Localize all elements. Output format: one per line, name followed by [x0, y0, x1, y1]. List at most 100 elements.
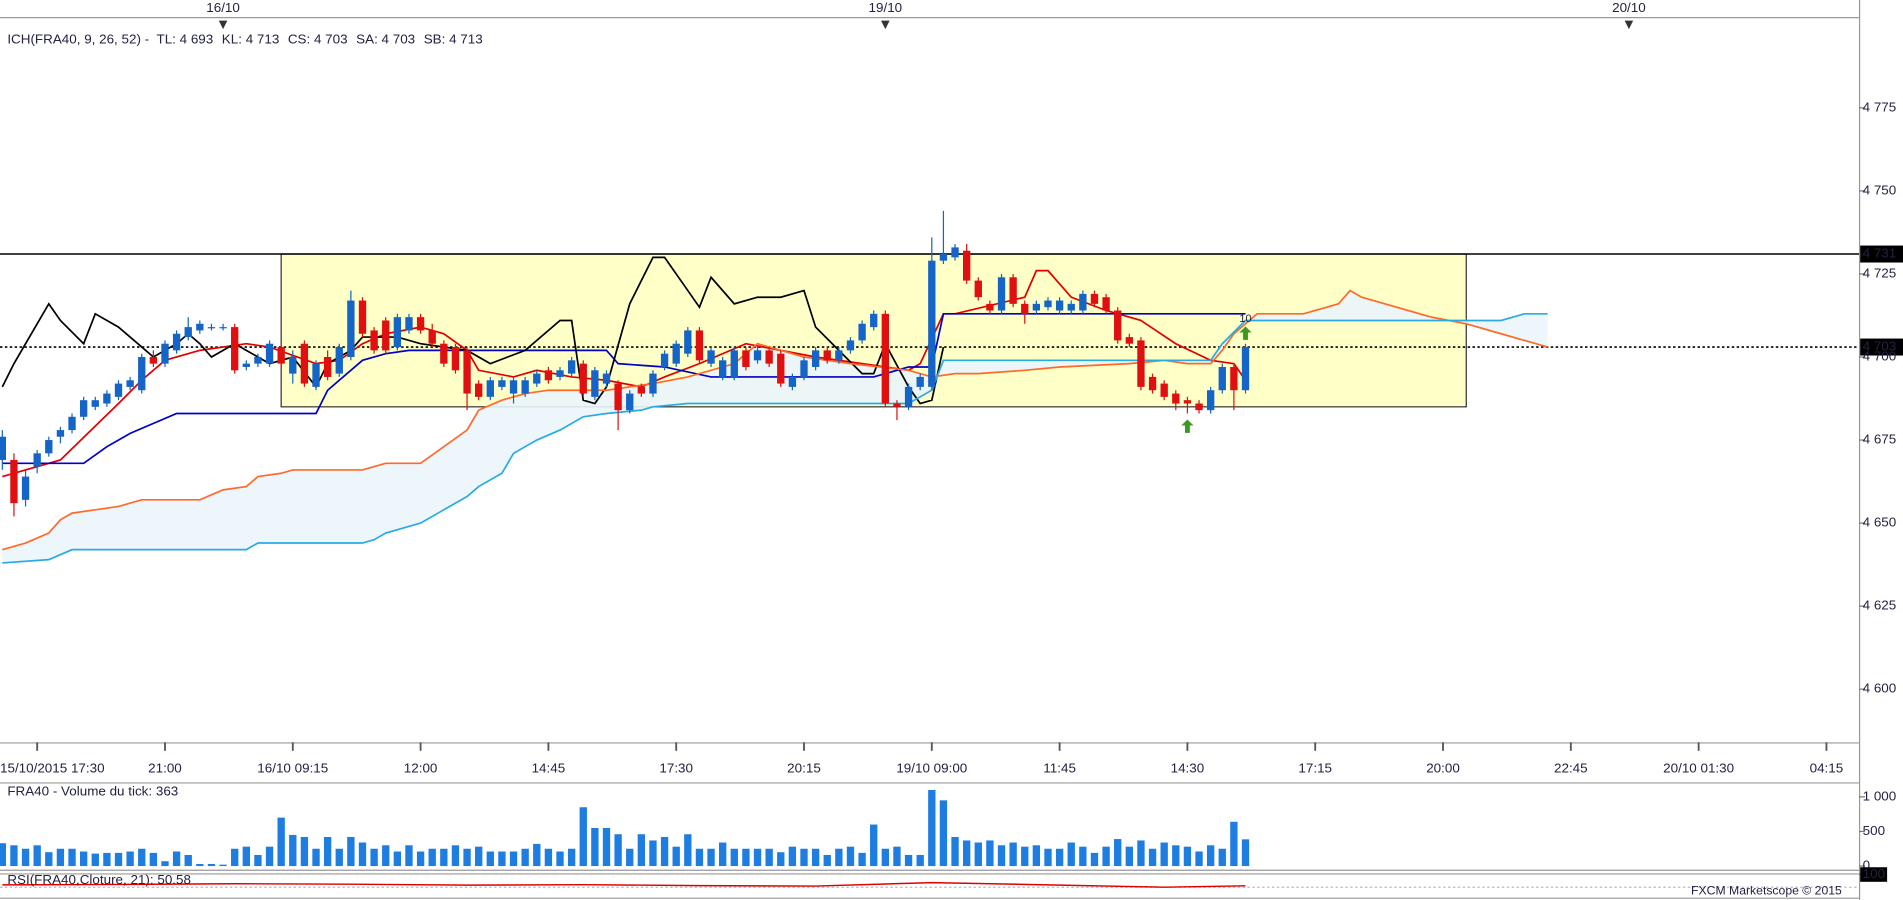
- rsi-line: [2, 881, 1246, 888]
- volume-bar: [1195, 851, 1203, 867]
- candle-body: [138, 357, 146, 391]
- volume-bar: [323, 836, 332, 867]
- y-tick-label: 4 650: [1863, 515, 1897, 530]
- volume-bar: [91, 853, 99, 867]
- volume-bar: [695, 848, 704, 867]
- candle-body: [602, 373, 611, 384]
- candle-body: [1160, 383, 1168, 397]
- volume-bar: [602, 828, 611, 867]
- volume-bar: [370, 848, 378, 867]
- ichimoku-cloud: [2, 290, 1548, 563]
- candle-body: [1090, 293, 1099, 304]
- candle-body: [881, 313, 890, 404]
- x-tick-label: 04:15: [1810, 761, 1844, 776]
- y-tick-label: 4 700: [1863, 349, 1897, 364]
- candle-body: [475, 383, 483, 397]
- volume-bar: [730, 848, 738, 867]
- candle-body: [1230, 366, 1238, 391]
- candle-body: [904, 386, 913, 407]
- x-tick-label: 20/10 01:30: [1663, 761, 1734, 776]
- volume-bar: [184, 854, 192, 867]
- volume-bar: [416, 851, 425, 867]
- y-tick-label: 500: [1863, 823, 1885, 838]
- candle-body: [312, 363, 320, 387]
- signal-label: 10: [1239, 313, 1251, 325]
- candle-body: [591, 370, 599, 397]
- volume-bar: [556, 851, 564, 867]
- volume-bar: [684, 834, 692, 867]
- volume-bar: [811, 848, 820, 867]
- candle-body: [544, 370, 553, 381]
- candle-body: [0, 436, 6, 460]
- candle-body: [1172, 393, 1180, 404]
- volume-bar: [1230, 821, 1238, 867]
- volume-bar: [1102, 846, 1110, 867]
- volume-bar: [428, 848, 436, 867]
- candle-body: [986, 303, 994, 311]
- candle-body: [10, 459, 18, 504]
- date-marker: [881, 20, 890, 30]
- candle-body: [242, 363, 250, 367]
- candle-body: [428, 330, 436, 344]
- candle-body: [742, 350, 750, 367]
- volume-bar: [591, 828, 599, 867]
- volume-bar: [521, 848, 529, 867]
- x-tick-label: 22:45: [1554, 761, 1588, 776]
- candle-body: [614, 383, 622, 411]
- volume-bar: [172, 851, 181, 867]
- volume-bar: [800, 848, 808, 867]
- y-tick-label: 4 625: [1863, 598, 1897, 613]
- volume-bar: [870, 824, 878, 867]
- volume-bar: [1148, 848, 1157, 867]
- candle-body: [649, 373, 657, 394]
- indicator-line: [2, 312, 1548, 564]
- volume-bar: [161, 861, 169, 867]
- volume-panel: 1 000 500 0 FRA40 - Volume du tick: 363: [0, 784, 1896, 873]
- candle-body: [719, 360, 727, 377]
- x-tick-label: 17:30: [659, 761, 693, 776]
- volume-bar: [56, 848, 65, 867]
- candle-body: [184, 327, 192, 338]
- volume-bar: [788, 846, 797, 867]
- volume-bar: [962, 840, 971, 867]
- candle-body: [1206, 390, 1215, 411]
- volume-bar: [1044, 848, 1052, 867]
- candle-body: [265, 343, 274, 364]
- volume-bar: [347, 836, 355, 867]
- candle-body: [207, 327, 216, 329]
- candle-body: [870, 313, 878, 328]
- candle-body: [231, 327, 239, 371]
- candle-body: [358, 300, 367, 334]
- legend-entry: SA: 4 703: [356, 32, 415, 47]
- candle-body: [695, 330, 704, 361]
- volume-bar: [672, 846, 680, 867]
- candle-body: [1032, 303, 1041, 311]
- candle-body: [800, 360, 808, 377]
- candle-body: [556, 370, 564, 377]
- price-label-box: [1860, 338, 1903, 356]
- volume-bar: [405, 845, 413, 867]
- indicator-line: [1, 256, 945, 405]
- volume-bar: [33, 845, 41, 867]
- candle-body: [939, 254, 948, 261]
- candle-body: [1148, 376, 1157, 391]
- candle-body: [974, 280, 982, 298]
- candle-body: [1044, 300, 1052, 308]
- legend-entry: SB: 4 713: [424, 32, 483, 47]
- volume-bar: [1125, 846, 1133, 867]
- candle-body: [1009, 277, 1017, 304]
- candle-body: [1114, 310, 1122, 341]
- y-tick-label: 4 775: [1863, 99, 1897, 114]
- volume-bar: [823, 854, 831, 867]
- candle-body: [463, 350, 471, 394]
- legend-entry: TL: 4 693: [156, 32, 213, 47]
- legend-entry: KL: 4 713: [222, 32, 280, 47]
- volume-bar: [660, 836, 669, 867]
- x-tick-label: 11:45: [1043, 761, 1076, 776]
- y-tick-label: 4 750: [1863, 182, 1897, 197]
- volume-bar: [986, 840, 994, 867]
- candle-body: [370, 330, 378, 351]
- candle-body: [637, 386, 646, 394]
- volume-bar: [451, 845, 460, 867]
